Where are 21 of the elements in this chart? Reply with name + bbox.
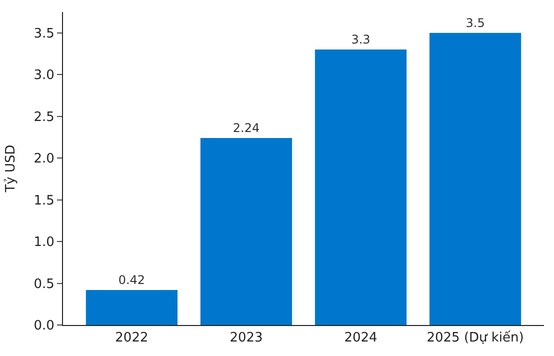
- x-tick-label: 2025 (Dự kiến): [426, 330, 524, 346]
- x-tick-label: 2022: [115, 330, 148, 346]
- x-tick-label: 2024: [344, 330, 378, 346]
- y-tick-label: 1.5: [34, 193, 54, 208]
- y-tick-label: 0.5: [34, 276, 54, 292]
- y-tick-label: 2.0: [34, 152, 54, 167]
- bar: [200, 138, 292, 325]
- x-tick-label: 2023: [230, 330, 263, 346]
- y-axis-title: Tỷ USD: [4, 144, 19, 194]
- data-label: 2.24: [232, 121, 260, 136]
- y-tick-label: 3.0: [34, 68, 54, 84]
- y-tick-label: 0.0: [34, 318, 54, 334]
- y-tick-label: 1.0: [34, 235, 54, 250]
- data-label: 3.3: [351, 32, 370, 47]
- y-tick-label: 2.5: [34, 110, 54, 125]
- bar: [314, 50, 407, 325]
- bar: [86, 290, 178, 325]
- data-label: 0.42: [118, 272, 146, 287]
- y-tick-label: 3.5: [34, 26, 54, 42]
- bar: [429, 32, 522, 325]
- data-label: 3.5: [466, 16, 485, 30]
